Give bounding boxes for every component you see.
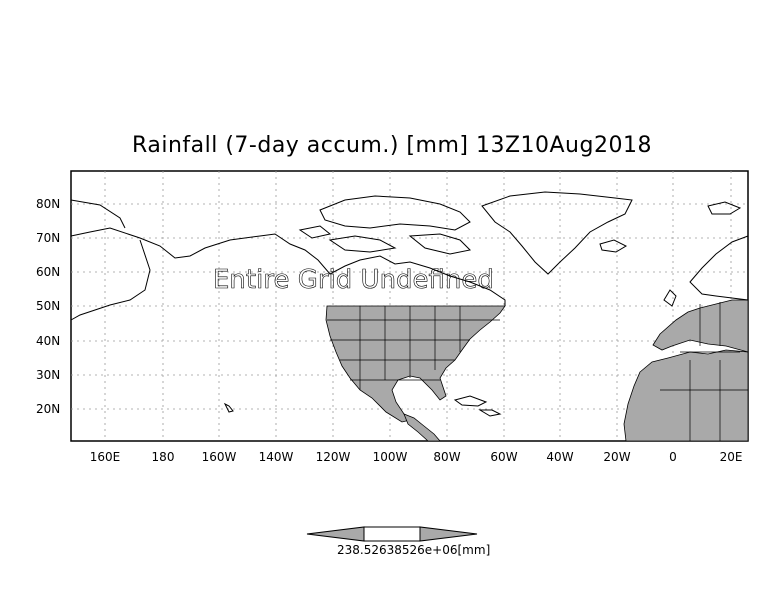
x-tick-label: 160W <box>202 450 237 464</box>
y-tick-label: 30N <box>36 368 60 382</box>
undefined-notice: Entire Grid Undefined <box>213 265 494 295</box>
x-tick-label: 140W <box>259 450 294 464</box>
x-tick-label: 60W <box>490 450 517 464</box>
x-tick-label: 20E <box>720 450 743 464</box>
colorbar <box>306 526 478 542</box>
colorbar-left-arrow <box>306 526 365 542</box>
x-axis-ticks: 160E 180 160W 140W 120W 100W 80W 60W 40W… <box>90 450 743 464</box>
x-tick-label: 160E <box>90 450 121 464</box>
y-tick-label: 70N <box>36 231 60 245</box>
y-tick-label: 40N <box>36 334 60 348</box>
y-tick-label: 20N <box>36 402 60 416</box>
map-title: Rainfall (7-day accum.) [mm] 13Z10Aug201… <box>132 133 652 158</box>
colorbar-label: 238.52638526e+06[mm] <box>337 543 491 557</box>
colorbar-swatch <box>363 526 421 542</box>
x-tick-label: 40W <box>546 450 573 464</box>
x-tick-label: 0 <box>669 450 677 464</box>
x-tick-label: 180 <box>152 450 175 464</box>
political-borders <box>327 302 748 441</box>
y-tick-label: 50N <box>36 299 60 313</box>
x-tick-label: 80W <box>433 450 460 464</box>
y-axis-ticks: 80N 70N 60N 50N 40N 30N 20N <box>36 197 60 416</box>
x-tick-label: 100W <box>373 450 408 464</box>
y-tick-label: 80N <box>36 197 60 211</box>
colorbar-right-arrow <box>419 526 478 542</box>
coastlines <box>70 191 749 417</box>
x-tick-label: 20W <box>603 450 630 464</box>
x-tick-label: 120W <box>316 450 351 464</box>
central-america <box>403 413 441 442</box>
y-tick-label: 60N <box>36 265 60 279</box>
